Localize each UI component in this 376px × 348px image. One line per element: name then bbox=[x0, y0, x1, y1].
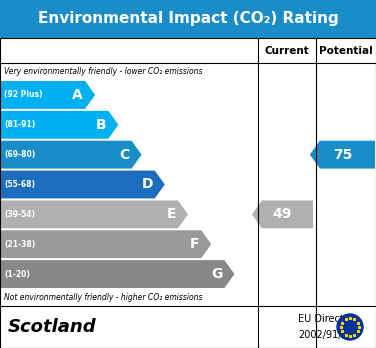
Circle shape bbox=[337, 314, 363, 340]
Text: Current: Current bbox=[265, 46, 309, 55]
Text: Scotland: Scotland bbox=[8, 318, 97, 336]
Polygon shape bbox=[0, 171, 165, 198]
Text: (92 Plus): (92 Plus) bbox=[4, 90, 42, 100]
Text: F: F bbox=[190, 237, 199, 251]
Polygon shape bbox=[0, 230, 211, 258]
Text: Environmental Impact (CO₂) Rating: Environmental Impact (CO₂) Rating bbox=[38, 11, 338, 26]
Polygon shape bbox=[310, 141, 375, 168]
Text: 2002/91/EC: 2002/91/EC bbox=[298, 330, 354, 340]
Text: 75: 75 bbox=[333, 148, 352, 161]
Text: Not environmentally friendly - higher CO₂ emissions: Not environmentally friendly - higher CO… bbox=[4, 293, 203, 301]
Text: (55-68): (55-68) bbox=[4, 180, 35, 189]
Text: 49: 49 bbox=[273, 207, 292, 221]
Text: C: C bbox=[119, 148, 130, 161]
Text: A: A bbox=[73, 88, 83, 102]
Text: (69-80): (69-80) bbox=[4, 150, 35, 159]
Text: (1-20): (1-20) bbox=[4, 270, 30, 278]
Text: G: G bbox=[211, 267, 223, 281]
Bar bbox=[0, 0, 376, 38]
Text: E: E bbox=[167, 207, 176, 221]
Text: (21-38): (21-38) bbox=[4, 240, 35, 249]
Text: D: D bbox=[141, 177, 153, 191]
Polygon shape bbox=[0, 111, 118, 139]
Polygon shape bbox=[0, 260, 235, 288]
Text: EU Directive: EU Directive bbox=[298, 315, 358, 324]
Text: (39-54): (39-54) bbox=[4, 210, 35, 219]
Text: (81-91): (81-91) bbox=[4, 120, 35, 129]
Text: B: B bbox=[96, 118, 106, 132]
Text: Very environmentally friendly - lower CO₂ emissions: Very environmentally friendly - lower CO… bbox=[4, 68, 203, 77]
Text: Potential: Potential bbox=[319, 46, 373, 55]
Polygon shape bbox=[0, 81, 95, 109]
Polygon shape bbox=[252, 200, 313, 228]
Polygon shape bbox=[0, 200, 188, 228]
Polygon shape bbox=[0, 141, 142, 168]
